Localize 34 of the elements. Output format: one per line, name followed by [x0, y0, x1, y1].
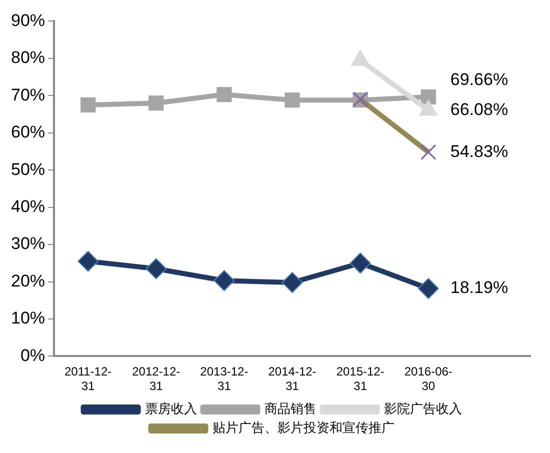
point [78, 250, 99, 272]
point [282, 272, 303, 293]
y-tick-label: 90% [10, 10, 46, 30]
y-tick-label: 30% [10, 234, 46, 254]
point [148, 96, 164, 111]
x-tick-label: 2015-12-31 [336, 364, 384, 394]
point [216, 86, 232, 102]
y-tick-label: 0% [20, 346, 46, 365]
y-tick-label: 60% [10, 122, 46, 142]
x-tick-label: 2014-12-31 [268, 364, 316, 394]
legend-label: 商品销售 [264, 401, 316, 416]
y-tick-label: 50% [10, 160, 46, 179]
y-tick-label: 40% [10, 197, 46, 216]
y-tick-label: 80% [10, 48, 46, 68]
point [146, 258, 167, 280]
y-tick-label: 20% [10, 271, 46, 290]
x-tick-label: 2016-06-30 [404, 364, 452, 394]
point [418, 278, 439, 299]
legend-label: 影院广告收入 [384, 401, 462, 416]
y-tick-label: 10% [10, 308, 46, 328]
legend-label: 票房收入 [144, 401, 197, 416]
data-label: 54.83% [450, 142, 508, 161]
point [80, 97, 96, 113]
point [214, 270, 235, 292]
data-label: 66.08% [450, 100, 508, 119]
point [350, 252, 371, 274]
data-label: 18.19% [450, 278, 508, 298]
x-tick-label: 2012-12-31 [132, 364, 180, 394]
x-tick-label: 2011-12-31 [64, 364, 112, 394]
legend-label: 贴片广告、影片投资和宣传推广 [212, 420, 394, 436]
point [284, 92, 300, 108]
x-tick-label: 2013-12-31 [200, 364, 248, 394]
y-tick-label: 70% [10, 85, 46, 104]
data-label: 69.66% [450, 70, 508, 89]
